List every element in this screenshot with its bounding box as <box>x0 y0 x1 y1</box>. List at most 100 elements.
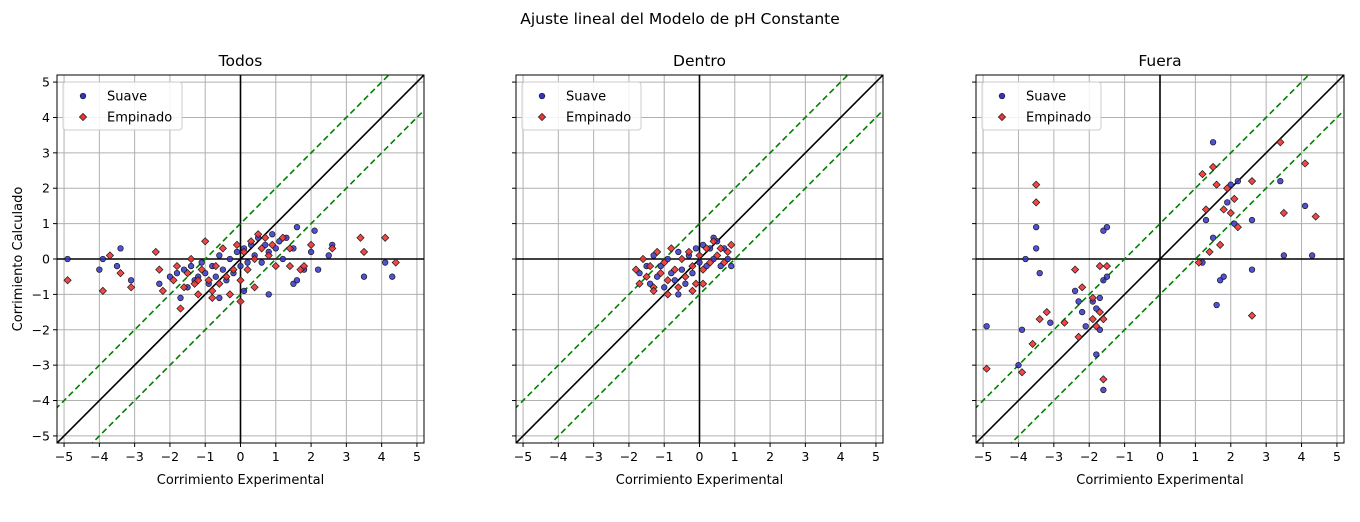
point-suave <box>279 255 286 263</box>
band-line <box>1010 109 1344 443</box>
point-suave <box>1103 273 1111 280</box>
point-empinado <box>268 240 277 249</box>
x-tick-label: −5 <box>55 449 73 464</box>
point-suave <box>664 255 671 263</box>
y-tick-label: 4 <box>42 110 50 125</box>
identity-line <box>976 75 1344 443</box>
subplot-todos: −5 −4 −3 −2 −1 0 1 2 3 4 5 −5 −4 −3 −2 −1 0 1 2 3 4 5 Todos Cor… <box>11 52 425 488</box>
point-suave <box>654 273 661 280</box>
point-empinado <box>232 240 242 249</box>
point-empinado <box>169 276 178 285</box>
y-tick-label: −3 <box>32 358 50 373</box>
point-suave <box>1093 351 1100 358</box>
band-line <box>91 109 424 443</box>
point-empinado <box>1194 258 1204 267</box>
point-empinado <box>250 283 259 292</box>
point-suave <box>269 231 276 238</box>
legend-marker-empinado <box>78 112 88 122</box>
point-suave <box>187 262 195 270</box>
subplot-title: Dentro <box>673 52 726 70</box>
point-suave <box>717 262 724 270</box>
point-empinado <box>1095 261 1104 271</box>
point-empinado <box>1276 138 1285 147</box>
x-tick-label: 5 <box>413 449 421 464</box>
point-empinado <box>1032 180 1041 189</box>
point-suave <box>117 245 124 252</box>
point-empinado <box>1088 315 1097 324</box>
point-suave <box>64 255 71 263</box>
point-suave <box>1103 224 1111 231</box>
point-empinado <box>299 261 309 271</box>
x-tick-label: 2 <box>1227 449 1235 464</box>
legend: Suave Empinado <box>62 81 183 131</box>
point-suave <box>180 266 188 273</box>
point-empinado <box>236 276 245 285</box>
x-tick-label: −1 <box>196 449 214 464</box>
point-empinado <box>151 247 160 257</box>
x-tick-label: 1 <box>272 449 280 464</box>
point-empinado <box>179 283 189 292</box>
point-suave <box>696 259 703 266</box>
point-suave <box>657 262 664 270</box>
point-suave <box>1036 270 1043 277</box>
point-empinado <box>105 251 115 260</box>
point-empinado <box>264 251 273 260</box>
legend: Suave Empinado <box>981 81 1102 131</box>
point-empinado <box>713 251 722 260</box>
point-empinado <box>1099 375 1108 384</box>
y-axis-label: Corrimiento Calculado <box>11 187 26 332</box>
point-empinado <box>1216 240 1225 249</box>
x-tick-label: 0 <box>1156 449 1164 464</box>
point-suave <box>389 273 396 280</box>
point-empinado <box>201 237 210 246</box>
point-suave <box>668 270 675 277</box>
point-suave <box>272 245 279 252</box>
point-empinado <box>670 265 679 274</box>
point-empinado <box>688 261 697 271</box>
point-empinado <box>1198 169 1207 179</box>
point-empinado <box>1035 315 1044 324</box>
x-tick-label: −5 <box>514 449 532 464</box>
point-suave <box>1248 266 1256 273</box>
point-suave <box>382 259 389 266</box>
point-suave <box>689 270 696 277</box>
point-empinado <box>158 286 167 295</box>
point-empinado <box>1300 159 1310 168</box>
point-empinado <box>1223 184 1232 193</box>
point-empinado <box>688 286 697 295</box>
x-tick-label: 3 <box>342 449 350 464</box>
point-empinado <box>631 265 641 274</box>
point-suave <box>1227 181 1234 188</box>
point-suave <box>212 273 219 280</box>
point-suave <box>636 270 643 277</box>
point-suave <box>219 266 227 273</box>
point-empinado <box>155 265 164 274</box>
point-empinado <box>1070 265 1080 274</box>
point-empinado <box>1078 283 1087 292</box>
point-empinado <box>278 233 287 242</box>
point-empinado <box>194 290 203 299</box>
point-empinado <box>187 254 196 264</box>
point-empinado <box>204 276 213 285</box>
point-empinado <box>176 304 185 313</box>
point-empinado <box>1042 307 1051 317</box>
point-empinado <box>306 240 316 249</box>
x-axis-label: Corrimiento Experimental <box>1076 473 1244 488</box>
point-empinado <box>222 272 231 281</box>
point-suave <box>1280 252 1287 259</box>
x-tick-label: 2 <box>766 449 774 464</box>
point-suave <box>258 259 265 266</box>
band-line <box>976 75 1310 409</box>
y-tick-label: 0 <box>42 252 50 267</box>
point-empinado <box>653 247 662 257</box>
point-suave <box>293 277 301 284</box>
point-suave <box>198 259 205 266</box>
point-empinado <box>1102 261 1112 271</box>
point-suave <box>166 273 174 280</box>
legend-marker-suave <box>79 92 87 100</box>
point-empinado <box>236 297 245 306</box>
x-tick-label: −4 <box>549 449 567 464</box>
point-empinado <box>1230 194 1239 203</box>
point-suave <box>226 255 234 263</box>
